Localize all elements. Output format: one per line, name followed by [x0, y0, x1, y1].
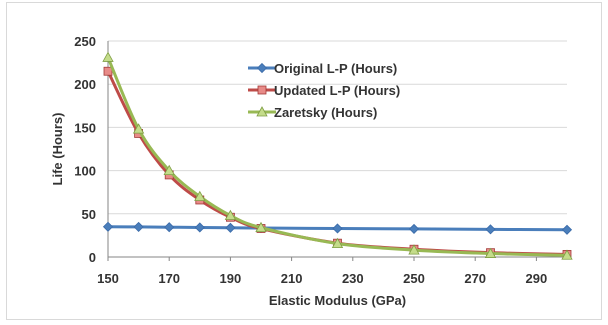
- y-tick-label: 250: [74, 34, 96, 49]
- x-axis-title: Elastic Modulus (GPa): [269, 293, 406, 308]
- legend-label: Zaretsky (Hours): [274, 105, 377, 120]
- data-point: [484, 247, 497, 258]
- x-tick-label: 190: [220, 271, 242, 286]
- data-point: [163, 164, 175, 176]
- series-line: [106, 56, 568, 257]
- data-point: [225, 222, 236, 233]
- x-tick-label: 250: [403, 271, 425, 286]
- series-line: [107, 225, 568, 232]
- chart-frame: [6, 2, 602, 320]
- legend-marker: [257, 85, 267, 95]
- legend-item: Updated L-P (Hours): [248, 83, 400, 98]
- legend-label: Original L-P (Hours): [274, 61, 397, 76]
- legend-item: Zaretsky (Hours): [248, 105, 377, 120]
- legend-item: Original L-P (Hours): [248, 61, 397, 76]
- tick-labels: 0 50 100 150 200 250 150 170 190 210 230 250 270 290: [74, 34, 547, 286]
- data-point: [255, 221, 267, 233]
- y-tick-label: 150: [74, 120, 96, 135]
- x-tick-label: 150: [97, 271, 119, 286]
- data-point: [561, 224, 573, 235]
- y-axis-title: Life (Hours): [50, 113, 65, 186]
- data-point: [103, 66, 113, 76]
- data-point: [133, 221, 144, 232]
- data-point: [408, 223, 420, 234]
- data-point: [194, 190, 206, 201]
- y-tick-label: 50: [82, 207, 96, 222]
- series-3: [102, 51, 573, 260]
- x-tick-label: 270: [464, 271, 486, 286]
- legend-label: Updated L-P (Hours): [274, 83, 400, 98]
- data-point: [194, 222, 205, 233]
- x-tick-label: 170: [158, 271, 180, 286]
- data-point: [485, 224, 496, 235]
- data-point: [332, 223, 343, 234]
- data-point: [331, 237, 344, 249]
- gridlines: [108, 40, 567, 215]
- data-point: [561, 249, 573, 260]
- legend: Original L-P (Hours) Updated L-P (Hours) Z…: [248, 61, 400, 120]
- y-tick-label: 0: [89, 250, 96, 265]
- data-point: [408, 244, 420, 255]
- data-point: [224, 209, 237, 220]
- series-1: [102, 221, 573, 235]
- y-tick-label: 200: [74, 77, 96, 92]
- series-layer: [102, 51, 573, 260]
- data-point: [102, 51, 114, 62]
- x-tick-label: 230: [342, 271, 364, 286]
- data-point: [102, 221, 114, 232]
- legend-marker: [256, 62, 268, 74]
- x-tick-label: 290: [526, 271, 548, 286]
- legend-marker: [256, 106, 268, 117]
- data-point: [132, 123, 145, 134]
- data-point: [164, 222, 175, 233]
- y-tick-label: 100: [74, 164, 96, 179]
- x-tick-label: 210: [281, 271, 303, 286]
